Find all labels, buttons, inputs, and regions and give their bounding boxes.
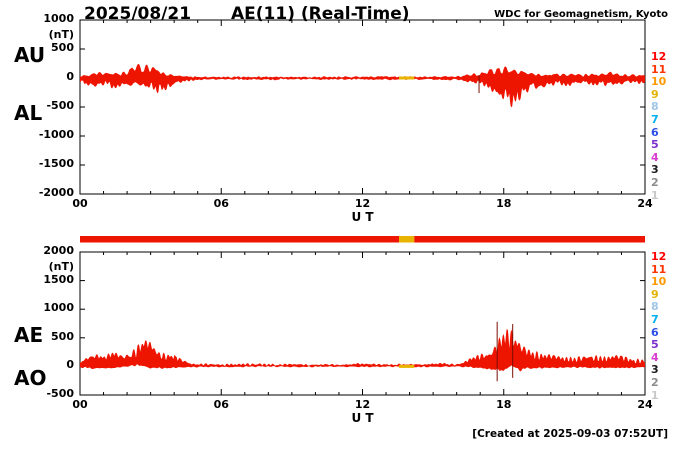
y-tick-label: -2000 [38, 186, 74, 199]
created-label: [Created at 2025-09-03 07:52UT] [472, 428, 668, 440]
y-tick-label: 2000 [43, 244, 74, 257]
activity-level-1: 1 [651, 388, 659, 402]
activity-level-6: 6 [651, 325, 659, 339]
trace-top [80, 63, 645, 108]
x-tick-label: 18 [496, 398, 512, 411]
axis-name-ae: AE [14, 323, 44, 347]
activity-level-10: 10 [651, 75, 667, 89]
activity-level-5: 5 [651, 338, 659, 352]
plot-frame-bottom [79, 251, 646, 396]
activity-level-11: 11 [651, 62, 667, 76]
plot-title: AE(11) (Real-Time) [231, 4, 410, 24]
activity-level-9: 9 [651, 287, 659, 301]
x-tick-label: 12 [354, 197, 371, 210]
y-tick-label: -1000 [38, 128, 74, 141]
activity-level-3: 3 [651, 163, 659, 177]
y-tick-label: -500 [46, 387, 74, 400]
activity-level-2: 2 [651, 176, 659, 189]
activity-bar-segment [414, 236, 645, 243]
activity-level-9: 9 [651, 87, 659, 101]
trace-bottom [80, 329, 645, 372]
y-tick-label: 500 [51, 41, 74, 54]
x-tick-label: 12 [354, 398, 371, 411]
x-tick-label: 24 [637, 197, 653, 210]
y-tick-label: 0 [66, 70, 74, 83]
activity-level-10: 10 [651, 275, 667, 289]
activity-level-8: 8 [651, 100, 659, 114]
y-tick-label: 500 [51, 329, 74, 343]
y-tick-label: 1000 [43, 301, 74, 315]
x-tick-label: 06 [213, 398, 229, 411]
x-tick-label: 00 [72, 197, 88, 210]
y-axis-unit: (nT) [48, 28, 74, 41]
y-tick-label: 0 [66, 358, 74, 372]
x-axis-label: U T [351, 411, 374, 425]
axis-name-ao: AO [14, 366, 47, 390]
y-tick-label: -1500 [38, 157, 74, 170]
y-axis-unit: (nT) [48, 260, 74, 273]
activity-level-1: 1 [651, 188, 659, 202]
x-tick-label: 18 [496, 197, 512, 210]
x-tick-label: 00 [72, 398, 88, 411]
date-label: 2025/08/21 [84, 4, 192, 24]
activity-level-5: 5 [651, 138, 659, 152]
activity-level-4: 4 [651, 150, 659, 164]
y-tick-label: -500 [46, 99, 74, 112]
axis-name-au: AU [14, 43, 46, 67]
x-tick-label: 24 [637, 398, 653, 411]
activity-level-2: 2 [651, 376, 659, 389]
activity-level-12: 12 [651, 50, 667, 63]
y-tick-label: 1500 [43, 272, 74, 286]
activity-bar-segment [398, 236, 415, 243]
activity-level-12: 12 [651, 250, 667, 263]
x-axis-label: U T [351, 210, 374, 224]
activity-level-6: 6 [651, 125, 659, 139]
activity-level-7: 7 [651, 113, 659, 126]
source-label: WDC for Geomagnetism, Kyoto [494, 9, 668, 20]
activity-bar-segment [80, 236, 399, 243]
activity-level-8: 8 [651, 300, 659, 314]
plot-frame-top [79, 19, 646, 195]
activity-level-7: 7 [651, 313, 659, 326]
activity-level-4: 4 [651, 350, 659, 364]
x-tick-label: 06 [213, 197, 229, 210]
axis-name-al: AL [14, 101, 43, 125]
activity-level-11: 11 [651, 262, 667, 276]
y-tick-label: 1000 [43, 12, 74, 25]
activity-level-3: 3 [651, 363, 659, 377]
